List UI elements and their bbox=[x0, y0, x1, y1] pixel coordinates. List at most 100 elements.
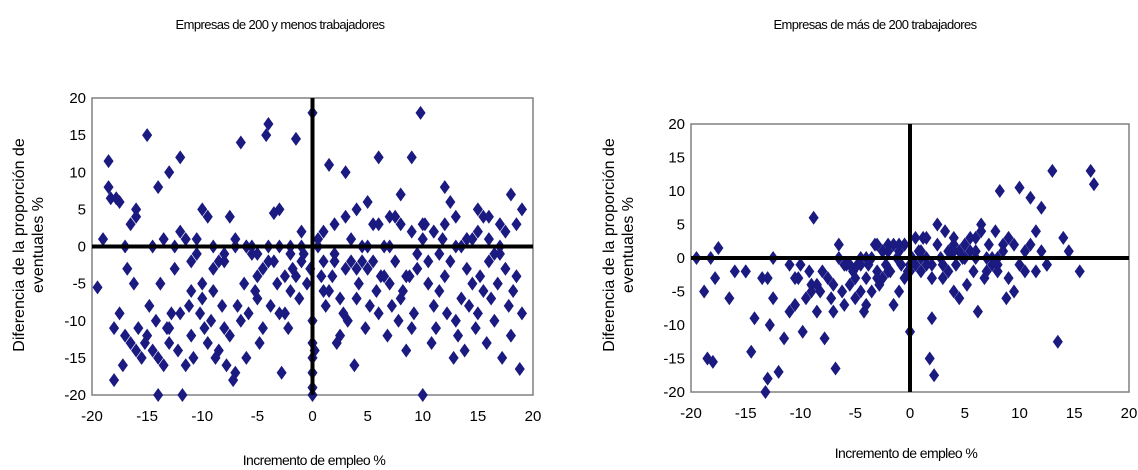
data-point bbox=[844, 257, 855, 272]
data-point bbox=[430, 321, 442, 336]
data-point bbox=[872, 271, 883, 286]
data-point bbox=[481, 336, 492, 351]
data-point bbox=[131, 209, 142, 224]
data-point bbox=[340, 209, 351, 224]
y-tick-label: -5 bbox=[672, 284, 685, 301]
chart-title: Empresas de más de 200 trabajadores bbox=[773, 17, 977, 32]
data-point bbox=[784, 257, 795, 272]
data-point bbox=[1014, 257, 1025, 272]
data-point bbox=[219, 321, 230, 336]
y-tick-label: -10 bbox=[663, 317, 685, 334]
data-point bbox=[180, 232, 191, 247]
y-tick-label: -5 bbox=[73, 276, 86, 293]
data-point bbox=[472, 306, 483, 321]
data-point bbox=[351, 202, 362, 217]
data-point bbox=[390, 254, 401, 269]
data-point bbox=[968, 264, 979, 279]
data-point bbox=[439, 217, 450, 232]
data-point bbox=[475, 269, 486, 284]
y-tick-label: 5 bbox=[677, 217, 685, 234]
data-point bbox=[230, 365, 241, 380]
data-point bbox=[811, 304, 822, 319]
data-point bbox=[784, 304, 795, 319]
data-point bbox=[335, 291, 346, 306]
data-point bbox=[826, 291, 837, 306]
chart-right: Empresas de más de 200 trabajadores Incr… bbox=[569, 0, 1138, 470]
data-point bbox=[773, 364, 784, 379]
data-point bbox=[1036, 200, 1047, 215]
data-point bbox=[263, 254, 274, 269]
data-point bbox=[1014, 180, 1025, 195]
data-point bbox=[883, 264, 894, 279]
data-point bbox=[386, 298, 397, 313]
data-point bbox=[195, 306, 206, 321]
data-point bbox=[340, 261, 351, 276]
data-point bbox=[153, 350, 164, 365]
data-point bbox=[850, 271, 861, 286]
data-point bbox=[516, 306, 528, 321]
data-point bbox=[815, 284, 826, 299]
data-point bbox=[899, 237, 910, 252]
data-point bbox=[817, 264, 828, 279]
data-point bbox=[175, 306, 186, 321]
y-tick-label: 0 bbox=[677, 250, 685, 267]
data-point bbox=[478, 284, 489, 299]
data-point bbox=[445, 194, 456, 209]
x-tick-label: -20 bbox=[81, 408, 103, 425]
data-point bbox=[1003, 230, 1014, 245]
data-point bbox=[861, 271, 872, 286]
data-point bbox=[301, 276, 313, 291]
data-point bbox=[368, 254, 379, 269]
data-point bbox=[972, 304, 983, 319]
y-tick-label: 15 bbox=[668, 150, 685, 167]
data-point bbox=[797, 324, 808, 339]
data-point bbox=[103, 180, 114, 195]
data-point bbox=[937, 271, 948, 286]
x-tick-label: 5 bbox=[363, 408, 371, 425]
data-point bbox=[335, 328, 346, 343]
data-point bbox=[272, 276, 283, 291]
data-point bbox=[806, 284, 817, 299]
data-point bbox=[285, 284, 296, 299]
data-point bbox=[1003, 271, 1014, 286]
data-point bbox=[250, 284, 261, 299]
data-point bbox=[883, 244, 894, 259]
y-tick-label: -10 bbox=[64, 313, 86, 330]
data-point bbox=[1047, 163, 1058, 178]
data-point bbox=[257, 261, 268, 276]
data-point bbox=[441, 306, 453, 321]
chart-title: Empresas de 200 y menos trabajadores bbox=[176, 17, 386, 32]
data-point bbox=[762, 271, 773, 286]
x-tick-label: -10 bbox=[191, 408, 213, 425]
data-point bbox=[268, 254, 279, 269]
data-point bbox=[406, 321, 417, 336]
data-point bbox=[246, 246, 257, 261]
data-point bbox=[318, 224, 329, 239]
data-point bbox=[412, 261, 423, 276]
data-point bbox=[265, 298, 276, 313]
data-point bbox=[472, 224, 483, 239]
data-point bbox=[926, 271, 937, 286]
data-point bbox=[1001, 291, 1012, 306]
data-point bbox=[120, 328, 131, 343]
data-point bbox=[1030, 224, 1041, 239]
data-point bbox=[346, 232, 357, 247]
data-point bbox=[252, 246, 263, 261]
x-tick-label: -5 bbox=[251, 408, 264, 425]
data-point bbox=[290, 269, 302, 284]
marker-layer bbox=[92, 105, 528, 402]
data-point bbox=[461, 232, 472, 247]
data-point bbox=[1025, 190, 1036, 205]
y-tick-label: 20 bbox=[668, 116, 685, 133]
data-point bbox=[992, 257, 1003, 272]
data-point bbox=[183, 298, 195, 313]
data-point bbox=[329, 246, 340, 261]
data-point bbox=[406, 224, 417, 239]
data-point bbox=[450, 209, 461, 224]
x-tick-label: 0 bbox=[308, 408, 316, 425]
data-point bbox=[872, 237, 883, 252]
data-point bbox=[423, 276, 434, 291]
data-point bbox=[180, 358, 191, 373]
data-point bbox=[342, 313, 353, 328]
data-point bbox=[464, 298, 475, 313]
